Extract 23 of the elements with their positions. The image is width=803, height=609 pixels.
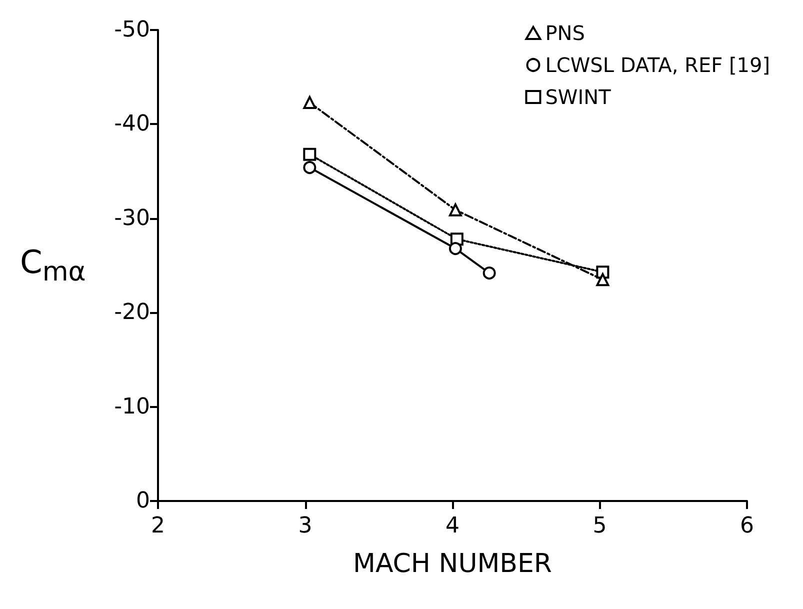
legend-label: PNS	[545, 21, 585, 45]
legend-label: SWINT	[545, 85, 612, 109]
x-tick-label: 5	[592, 514, 607, 538]
point	[448, 203, 462, 216]
y-tick-label: -10	[114, 394, 150, 420]
x-tick-label: 4	[446, 514, 460, 538]
y-axis-title: C$_{mα}$	[20, 243, 86, 288]
x-tick-label: 3	[298, 514, 312, 538]
point	[482, 266, 496, 280]
y-tick-label: -20	[114, 300, 150, 326]
y-tick-label: -40	[114, 112, 150, 137]
x-tick-label: 2	[151, 514, 165, 538]
point	[303, 96, 316, 110]
y-tick-label: -30	[114, 206, 150, 231]
legend-label: LCWSL DATA, REF [19]	[545, 53, 770, 77]
point	[303, 161, 316, 174]
point	[303, 148, 316, 161]
point	[596, 273, 610, 286]
point	[448, 242, 462, 256]
x-axis-title: MACH NUMBER	[353, 549, 552, 579]
y-tick-label: 0	[136, 488, 150, 514]
y-tick-label: -50	[114, 18, 150, 42]
x-tick-label: 6	[740, 514, 754, 538]
